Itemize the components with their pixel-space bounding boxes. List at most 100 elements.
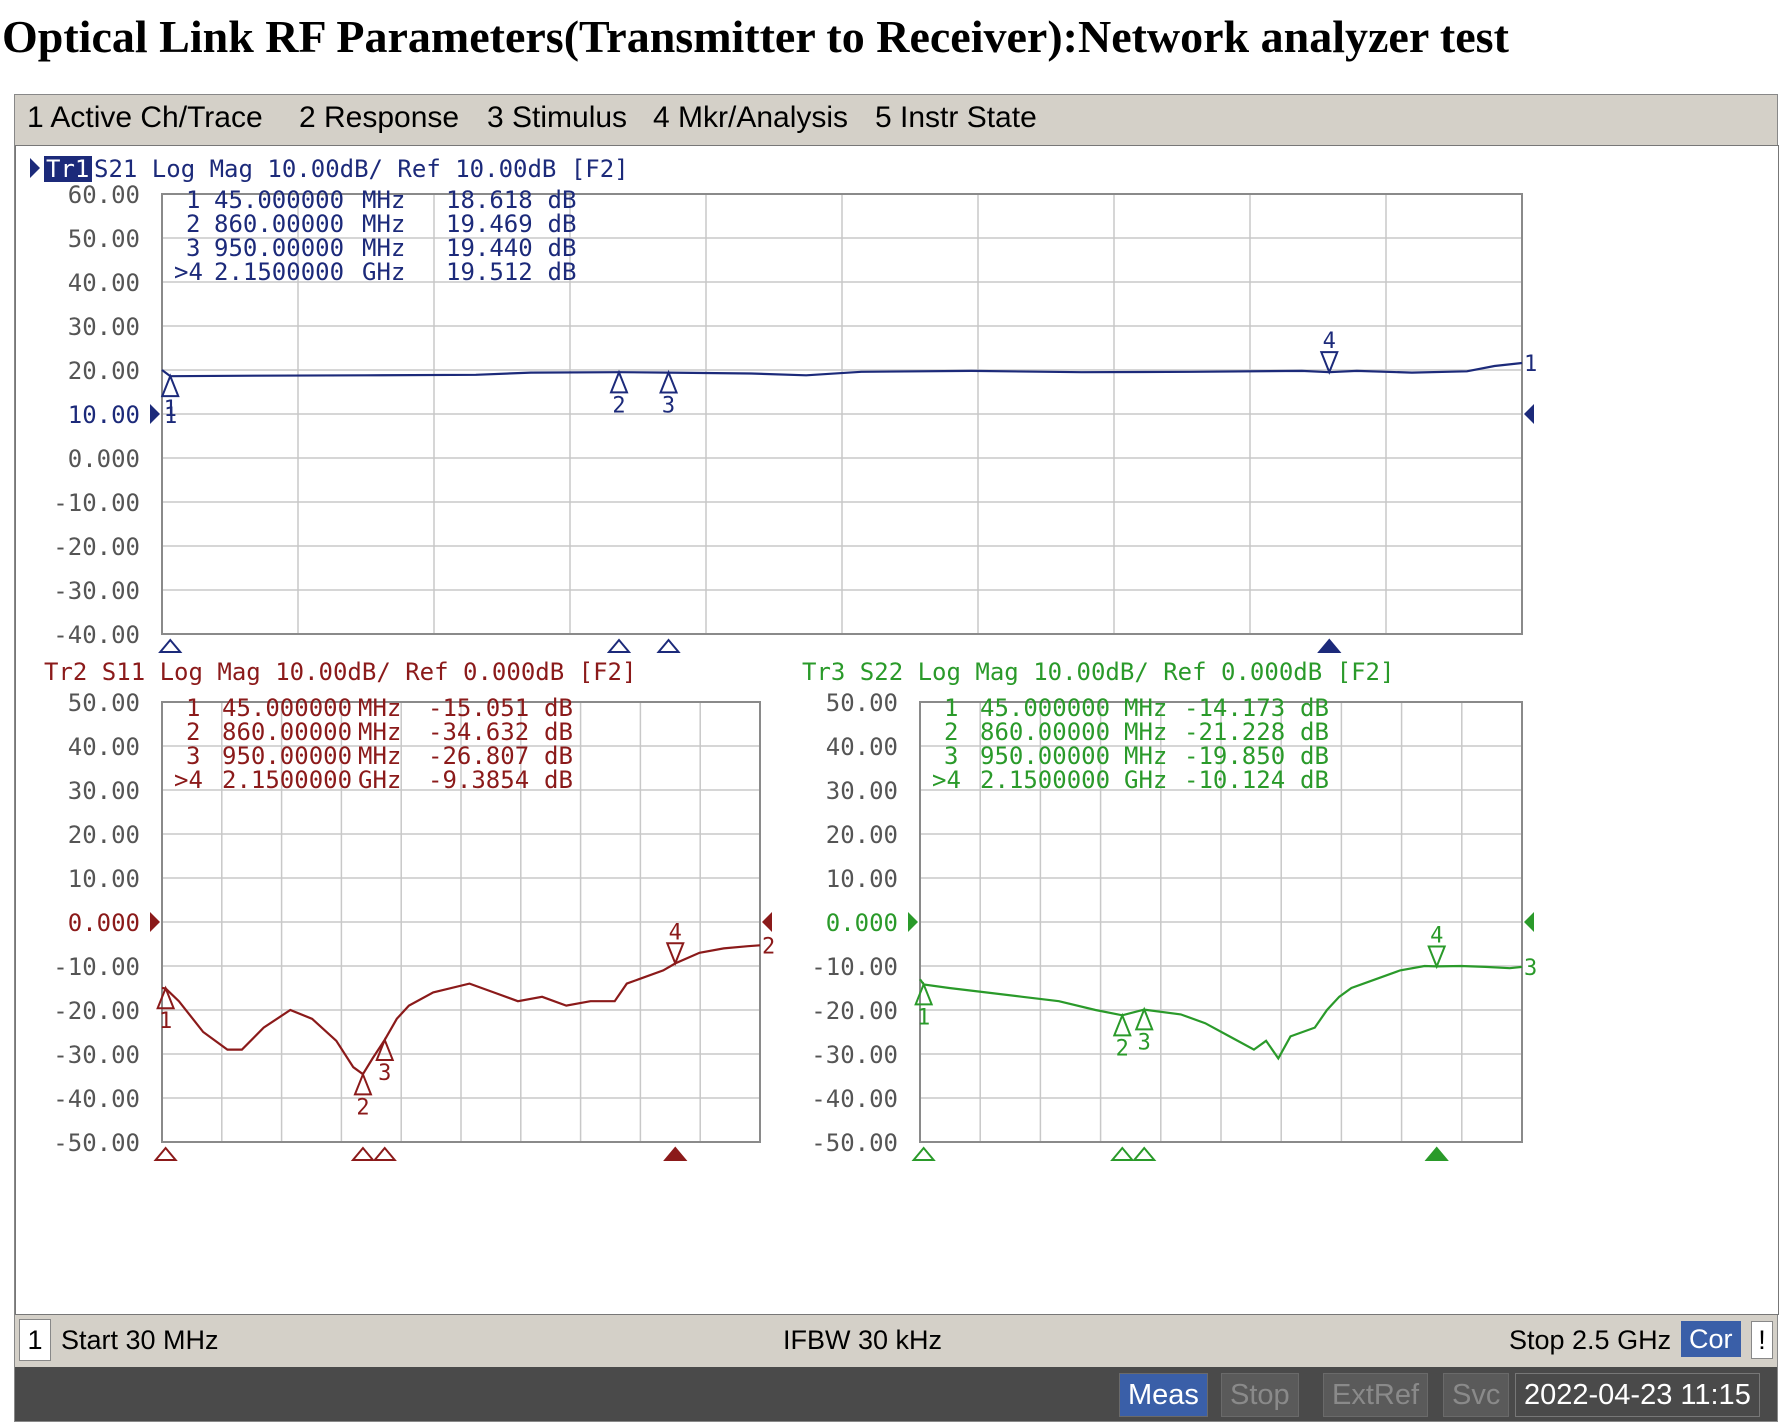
tr1-ref-marker-label: 1 bbox=[164, 404, 177, 429]
tr3-marker-frequency: 860.00000 bbox=[980, 718, 1110, 746]
tr1-marker-value-unit: dB bbox=[548, 258, 577, 286]
tr3-header: Tr3 S22 Log Mag 10.00dB/ Ref 0.000dB [F2… bbox=[802, 658, 1394, 686]
status-bar: 1 Start 30 MHz IFBW 30 kHz Stop 2.5 GHz … bbox=[15, 1317, 1777, 1363]
tr3-marker-position-icon bbox=[911, 1146, 936, 1161]
tr3-y-tick-label: 0.000 bbox=[826, 909, 898, 937]
tr1-marker-value-unit: dB bbox=[548, 186, 577, 214]
tr3-marker-frequency: 45.000000 bbox=[980, 694, 1110, 722]
stop-indicator[interactable]: Stop bbox=[1221, 1373, 1299, 1417]
tr3-trace-line bbox=[919, 964, 1523, 1061]
tr2-y-tick-label: -50.00 bbox=[53, 1129, 140, 1157]
tr2-marker-unit: GHz bbox=[358, 766, 401, 794]
analyzer-chart: 60.00 50.00 40.00 30.00 20.00 10.00 0.000 -10.0… bbox=[30, 155, 1537, 1161]
tr3-marker-index: >4 bbox=[932, 766, 961, 794]
tr1-marker-value: 18.618 bbox=[446, 186, 533, 214]
tr2-ref-left-icon bbox=[150, 912, 160, 932]
tr2-marker-triangle-icon bbox=[375, 1037, 395, 1061]
tr1-plot-frame bbox=[161, 193, 1523, 635]
tr1-marker-triangle-icon bbox=[659, 369, 679, 394]
tr1-marker-triangle-icon bbox=[609, 369, 629, 394]
tr1-label-box bbox=[44, 156, 92, 182]
menu-instr-state[interactable]: 5 Instr State bbox=[875, 101, 1037, 134]
tr2-marker-unit: MHz bbox=[358, 742, 401, 770]
tr2-marker-frequency: 45.000000 bbox=[222, 694, 352, 722]
tr1-marker-frequency: 2.1500000 bbox=[214, 258, 344, 286]
tr2-marker-position-icon bbox=[663, 1146, 688, 1161]
tr1-y-tick-label: 40.00 bbox=[68, 269, 140, 297]
tr2-marker-triangle-icon bbox=[665, 942, 685, 966]
stop-frequency[interactable]: Stop 2.5 GHz bbox=[1509, 1325, 1672, 1355]
tr2-marker-number: 2 bbox=[356, 1095, 369, 1120]
svc-indicator[interactable]: Svc bbox=[1443, 1373, 1510, 1417]
tr2-marker-value-unit: dB bbox=[544, 742, 573, 770]
tr1-marker-triangle-icon bbox=[1319, 351, 1339, 375]
tr1-marker-value-unit: dB bbox=[548, 210, 577, 238]
warning-badge[interactable]: ! bbox=[1751, 1321, 1773, 1359]
tr2-y-tick-label: 40.00 bbox=[68, 733, 140, 761]
tr2-y-tick-label: 20.00 bbox=[68, 821, 140, 849]
tr1-marker-number: 3 bbox=[662, 393, 675, 418]
tr3-marker-frequency: 950.00000 bbox=[980, 742, 1110, 770]
tr1-marker-frequency: 45.000000 bbox=[214, 186, 344, 214]
tr3-marker-value: -14.173 bbox=[1184, 694, 1285, 722]
tr1-y-tick-label: 10.00 bbox=[68, 401, 140, 429]
analyzer-window: 1 Active Ch/Trace 2 Response 3 Stimulus … bbox=[14, 94, 1779, 1422]
tr1-y-tick-label: 0.000 bbox=[68, 445, 140, 473]
tr2-marker-triangle-icon bbox=[156, 985, 176, 1010]
tr1-marker-position-icon bbox=[656, 638, 681, 653]
tr2-marker-unit: MHz bbox=[358, 718, 401, 746]
tr1-marker-value: 19.469 bbox=[446, 210, 533, 238]
tr3-marker-number: 1 bbox=[917, 1005, 930, 1030]
tr2-y-tick-label: 50.00 bbox=[68, 689, 140, 717]
tr3-marker-index: 1 bbox=[944, 694, 958, 722]
tr1-marker-frequency: 950.00000 bbox=[214, 234, 344, 262]
date-time: 2022-04-23 11:15 bbox=[1515, 1373, 1760, 1417]
instrument-status-bar: Meas Stop ExtRef Svc 2022-04-23 11:15 bbox=[15, 1367, 1777, 1421]
start-frequency[interactable]: Start 30 MHz bbox=[61, 1325, 219, 1355]
correction-badge[interactable]: Cor bbox=[1681, 1321, 1741, 1357]
plot-area: 60.00 50.00 40.00 30.00 20.00 10.00 0.000 -10.0… bbox=[15, 145, 1779, 1315]
tr2-y-tick-label: 30.00 bbox=[68, 777, 140, 805]
menu-stimulus[interactable]: 3 Stimulus bbox=[487, 101, 628, 134]
tr3-y-tick-label: 20.00 bbox=[826, 821, 898, 849]
ifbw-setting[interactable]: IFBW 30 kHz bbox=[783, 1325, 943, 1355]
tr2-marker-frequency: 2.1500000 bbox=[222, 766, 352, 794]
tr3-plot-frame bbox=[919, 701, 1523, 1143]
tr3-marker-triangle-icon bbox=[1427, 945, 1447, 970]
tr1-marker-number: 2 bbox=[612, 393, 625, 418]
tr1-y-tick-label: 60.00 bbox=[68, 181, 140, 209]
tr3-marker-triangle-icon bbox=[914, 981, 934, 1006]
menu-active-ch-trace[interactable]: 1 Active Ch/Trace bbox=[27, 101, 263, 134]
tr1-marker-value: 19.512 bbox=[446, 258, 533, 286]
tr3-marker-number: 2 bbox=[1116, 1036, 1129, 1061]
tr2-marker-frequency: 860.00000 bbox=[222, 718, 352, 746]
tr3-y-tick-label: -20.00 bbox=[811, 997, 898, 1025]
extref-indicator[interactable]: ExtRef bbox=[1323, 1373, 1429, 1417]
tr2-y-tick-label: -10.00 bbox=[53, 953, 140, 981]
tr2-trace-end-label: 2 bbox=[762, 934, 775, 959]
tr2-marker-position-icon bbox=[372, 1146, 397, 1161]
tr3-y-tick-label: -50.00 bbox=[811, 1129, 898, 1157]
tr1-marker-position-icon bbox=[158, 638, 183, 653]
tr3-marker-position-icon bbox=[1132, 1146, 1157, 1161]
tr1-marker-unit: MHz bbox=[362, 210, 405, 238]
channel-number[interactable]: 1 bbox=[19, 1319, 51, 1361]
tr1-active-arrow-icon bbox=[30, 158, 40, 178]
tr3-y-tick-label: 50.00 bbox=[826, 689, 898, 717]
tr1-marker-value: 19.440 bbox=[446, 234, 533, 262]
tr1-ref-right-icon bbox=[1524, 404, 1534, 424]
menu-response[interactable]: 2 Response bbox=[299, 101, 460, 134]
meas-indicator[interactable]: Meas bbox=[1119, 1373, 1208, 1417]
tr3-marker-position-icon bbox=[1424, 1146, 1449, 1161]
tr2-marker-number: 1 bbox=[159, 1009, 172, 1034]
tr2-y-tick-label: -30.00 bbox=[53, 1041, 140, 1069]
tr2-marker-unit: MHz bbox=[358, 694, 401, 722]
tr1-marker-number: 1 bbox=[164, 397, 177, 422]
tr2-marker-frequency: 950.00000 bbox=[222, 742, 352, 770]
tr2-marker-position-icon bbox=[350, 1146, 376, 1161]
menu-mkr-analysis[interactable]: 4 Mkr/Analysis bbox=[653, 101, 849, 134]
page-title: Optical Link RF Parameters(Transmitter t… bbox=[2, 11, 1509, 62]
tr2-y-tick-label: 10.00 bbox=[68, 865, 140, 893]
tr1-y-tick-label: -10.00 bbox=[53, 489, 140, 517]
tr1-marker-triangle-icon bbox=[160, 373, 180, 398]
